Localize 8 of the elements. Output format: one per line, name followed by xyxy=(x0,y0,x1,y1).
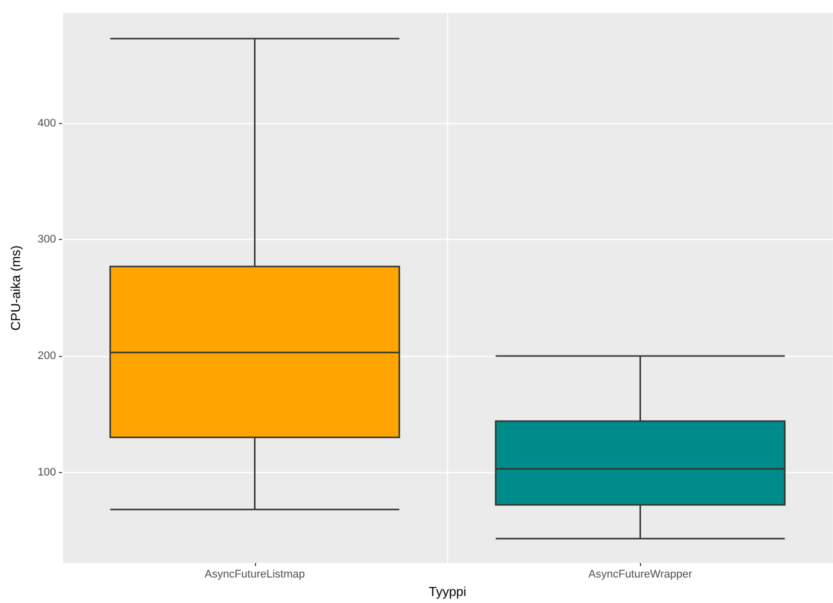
y-tick-label: 100 xyxy=(38,466,56,478)
x-axis-title: Tyyppi xyxy=(428,584,466,599)
y-tick-label: 400 xyxy=(38,117,56,130)
x-tick-label: AsyncFutureWrapper xyxy=(588,568,692,580)
y-tick-label: 200 xyxy=(38,350,56,362)
x-tick-label: AsyncFutureListmap xyxy=(204,568,305,580)
y-axis-title: CPU-aika (ms) xyxy=(8,245,23,331)
y-tick-label: 300 xyxy=(38,234,56,246)
